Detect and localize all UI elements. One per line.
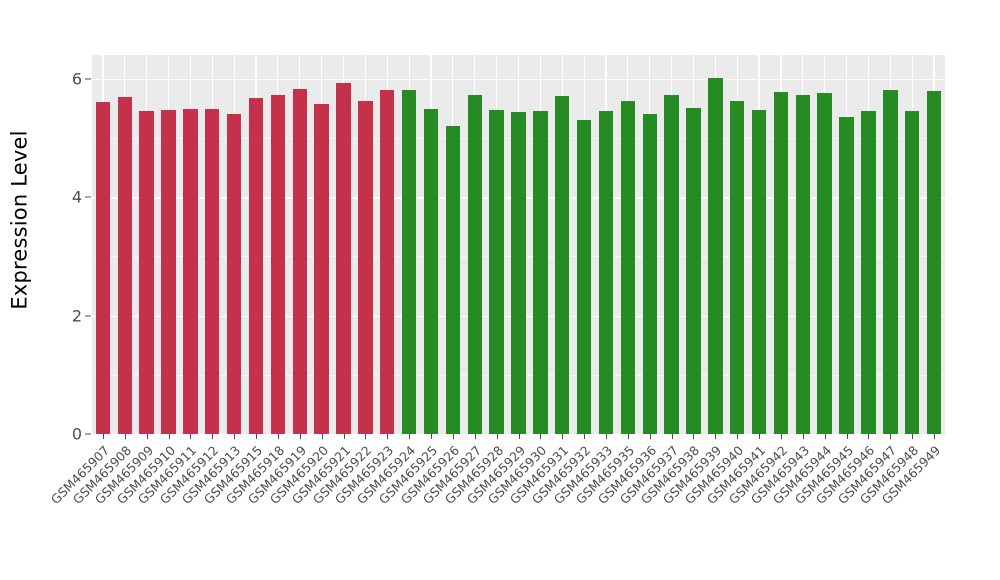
x-axis-tick-mark — [737, 434, 739, 439]
bar — [926, 91, 942, 434]
bar — [795, 95, 811, 434]
bar — [555, 95, 570, 434]
bar — [270, 95, 286, 434]
x-axis-tick-marks — [92, 434, 945, 440]
x-axis-tick-mark — [409, 434, 411, 439]
x-axis-tick-mark — [299, 434, 301, 439]
bar — [161, 110, 176, 434]
bar — [139, 111, 154, 434]
x-axis-tick-mark — [562, 434, 564, 439]
x-axis-tick-mark — [540, 434, 542, 439]
x-axis-tick-mark — [934, 434, 936, 439]
bar — [336, 83, 351, 434]
y-axis-tick-mark — [85, 315, 91, 317]
bar — [248, 98, 264, 434]
x-axis-tick-mark — [496, 434, 498, 439]
y-axis-title: Expression Level — [0, 0, 40, 440]
y-axis-tick-mark — [85, 196, 91, 198]
bar — [511, 112, 526, 434]
y-axis-tick-mark — [85, 78, 91, 80]
bar — [380, 89, 395, 434]
bar — [533, 110, 548, 434]
bar — [620, 100, 636, 434]
x-axis-tick-mark — [234, 434, 236, 439]
y-axis-tick-label: 4 — [71, 187, 82, 207]
x-axis-tick-mark — [124, 434, 126, 439]
y-axis-tick-label: 2 — [71, 306, 82, 326]
x-axis-tick-mark — [343, 434, 345, 439]
y-axis-tick-labels: 0 2 4 6 — [40, 0, 92, 444]
x-axis-tick-mark — [868, 434, 870, 439]
bar — [445, 126, 461, 434]
bar — [95, 102, 111, 434]
x-axis-tick-mark — [146, 434, 148, 439]
bar — [708, 78, 723, 434]
x-axis-tick-mark — [802, 434, 804, 439]
bar — [467, 94, 482, 434]
x-axis-tick-mark — [627, 434, 629, 439]
x-axis-tick-labels: GSM465907 GSM465908 GSM465909 GSM465910 GSM4… — [48, 440, 945, 580]
x-axis-tick-mark — [277, 434, 279, 439]
x-axis-tick-mark — [365, 434, 367, 439]
x-axis-tick-mark — [693, 434, 695, 439]
bar — [642, 114, 657, 434]
bar — [576, 120, 592, 434]
x-axis-tick-mark — [212, 434, 214, 439]
bar — [401, 89, 417, 434]
x-axis-tick-mark — [846, 434, 848, 439]
x-axis-tick-mark — [715, 434, 717, 439]
x-axis-tick-mark — [518, 434, 520, 439]
x-axis-tick-mark — [584, 434, 586, 439]
x-axis-tick-mark — [890, 434, 892, 439]
y-axis-tick-label: 0 — [71, 424, 82, 444]
x-axis-tick-mark — [649, 434, 651, 439]
bar — [226, 114, 242, 434]
y-axis-tick-mark — [85, 433, 91, 435]
x-axis-tick-mark — [912, 434, 914, 439]
bar — [489, 110, 504, 434]
x-axis-tick-mark — [387, 434, 389, 439]
x-axis-tick-mark — [190, 434, 192, 439]
x-axis-tick-mark — [321, 434, 323, 439]
x-axis-tick-mark — [605, 434, 607, 439]
bar — [751, 110, 767, 434]
x-axis-tick-mark — [759, 434, 761, 439]
x-axis-tick-mark — [671, 434, 673, 439]
x-axis-tick-mark — [474, 434, 476, 439]
x-axis-tick-mark — [102, 434, 104, 439]
x-axis-tick-mark — [452, 434, 454, 439]
bar — [664, 94, 679, 434]
bar — [598, 111, 614, 434]
bar — [817, 92, 832, 434]
bar — [358, 101, 373, 434]
x-axis-tick-mark — [824, 434, 826, 439]
y-axis-tick-label: 6 — [71, 69, 82, 89]
bar — [205, 108, 220, 434]
x-axis-tick-mark — [780, 434, 782, 439]
bar — [883, 89, 898, 434]
bar — [861, 110, 876, 434]
bar — [314, 104, 329, 434]
y-axis-title-label: Expression Level — [8, 130, 32, 310]
plot-panel — [92, 55, 945, 434]
x-axis-tick-mark — [431, 434, 432, 439]
bar — [686, 107, 701, 434]
x-axis-tick-mark — [168, 434, 170, 439]
bar — [423, 109, 439, 434]
x-axis-tick-mark — [256, 434, 258, 439]
bar — [904, 111, 920, 434]
bar — [117, 97, 132, 434]
bar — [839, 116, 854, 434]
bar — [292, 88, 307, 434]
bar — [183, 109, 198, 434]
bar — [773, 92, 789, 434]
bar — [730, 101, 745, 434]
